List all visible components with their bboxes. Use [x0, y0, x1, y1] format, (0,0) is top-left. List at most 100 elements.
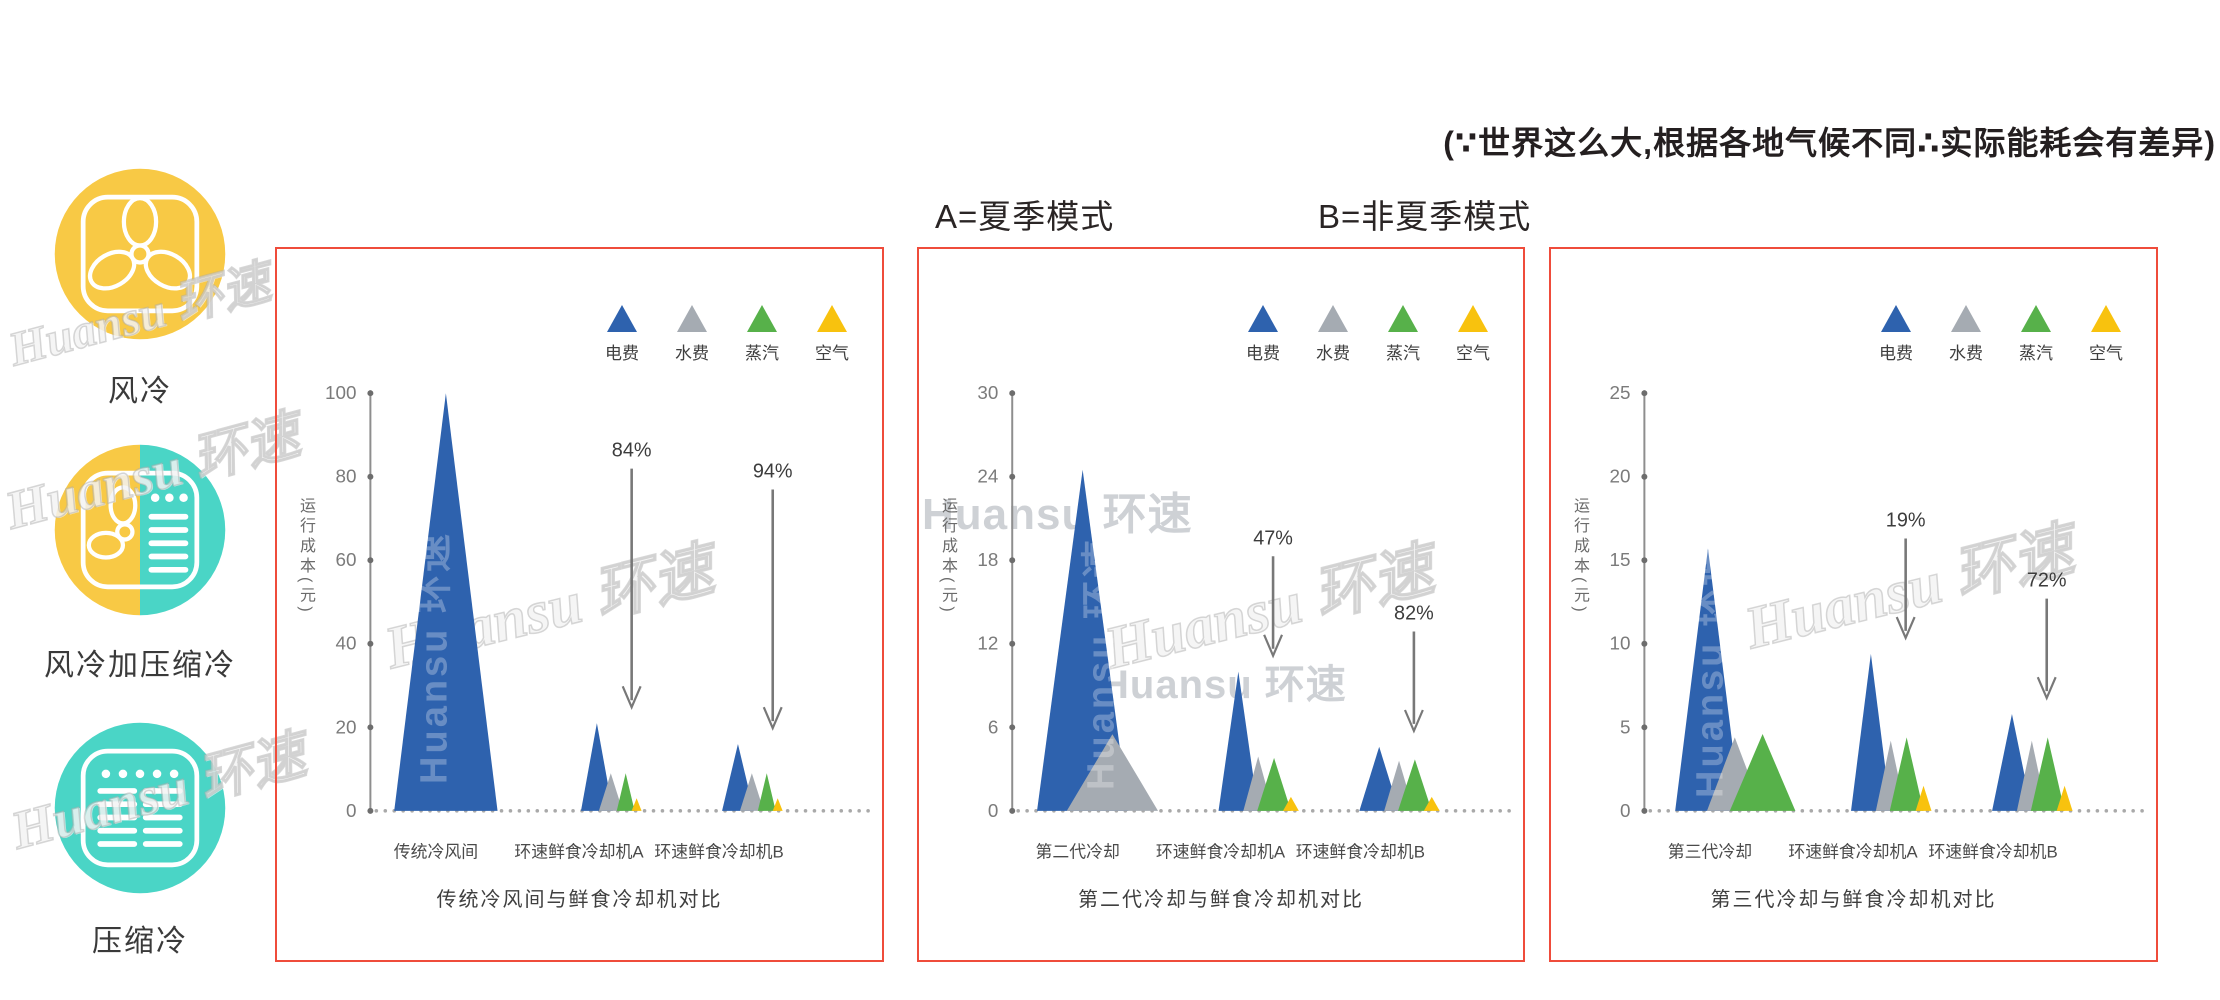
legend-item-air: 空气: [1453, 305, 1493, 364]
legend-label: 空气: [2089, 344, 2123, 363]
y-axis-tick-dot: [1009, 557, 1016, 564]
y-axis-tick-dot: [1641, 473, 1648, 480]
cost-triangle-水费: [739, 773, 764, 811]
chart-legend: 电费 水费 蒸汽 空气: [602, 305, 852, 364]
y-axis-title: 运行成本(元): [1571, 497, 1588, 616]
reduction-arrow-head: [762, 706, 783, 731]
legend-item-water: 水费: [672, 305, 712, 364]
legend-label: 蒸汽: [745, 344, 779, 363]
reduction-arrow-head: [1895, 616, 1916, 641]
legend-item-electricity: 电费: [1243, 305, 1283, 364]
mode-b-caption: B=非夏季模式: [1318, 198, 1532, 235]
y-axis-tick-label: 24: [977, 466, 998, 487]
legend-item-air: 空气: [2086, 305, 2126, 364]
cost-triangle-水费: [1066, 734, 1159, 811]
cost-chart: 0 5 10 15 20 25 第三代冷却 19% 环速鲜食冷却机A 72% 环速鲜食冷却机B: [1609, 383, 2144, 862]
climate-disclaimer-note: (∵世界这么大,根据各地气候不同∴实际能耗会有差异): [1443, 125, 2216, 161]
y-axis-tick-dot: [1641, 640, 1648, 647]
legend-label: 水费: [1949, 344, 1983, 363]
air-triangle-icon: [2091, 305, 2121, 332]
water-triangle-icon: [1951, 305, 1981, 332]
y-axis-tick-label: 5: [1620, 717, 1630, 738]
y-axis-title: 运行成本(元): [939, 497, 956, 616]
category-label: 第二代冷却: [1036, 843, 1120, 862]
sidebar-item-compression-cooling: 压缩冷: [92, 925, 188, 958]
y-axis-tick-dot: [367, 724, 374, 731]
compressor-icon: [54, 722, 226, 894]
y-axis-tick-dot: [1641, 807, 1648, 814]
fan-icon: [54, 168, 226, 340]
y-axis-tick-dot: [367, 640, 374, 647]
chart-title: 第二代冷却与鲜食冷却机对比: [1078, 889, 1364, 911]
y-axis-tick-label: 0: [1620, 801, 1630, 822]
cost-chart: 0 20 40 60 80 100 传统冷风间 84% 环速鲜食冷却机A 94% 环速鲜食冷却机B: [325, 383, 870, 862]
steam-triangle-icon: [1388, 305, 1418, 332]
cost-triangle-蒸汽: [1729, 733, 1796, 811]
y-axis-tick-label: 100: [325, 383, 356, 404]
reduction-arrow-head: [1403, 709, 1424, 734]
legend-label: 电费: [1246, 344, 1280, 363]
category-label: 环速鲜食冷却机A: [514, 843, 644, 862]
cost-triangle-空气: [631, 798, 642, 811]
legend-item-electricity: 电费: [602, 305, 642, 364]
cost-triangle-电费: [1037, 469, 1129, 811]
y-axis-tick-dot: [1641, 724, 1648, 731]
chart-legend: 电费 水费 蒸汽 空气: [1876, 305, 2126, 364]
chart-panel-gen3-vs-fresh: 电费 水费 蒸汽 空气 运行成本(元) 0 5 10 15 20 25 第三代冷却 19% 环速…: [1549, 247, 2158, 962]
y-axis-tick-label: 25: [1609, 383, 1630, 404]
y-axis-tick-label: 0: [346, 801, 356, 822]
category-label: 环速鲜食冷却机A: [1156, 843, 1286, 862]
category-label: 环速鲜食冷却机B: [1928, 843, 2057, 862]
y-axis-tick-label: 60: [335, 550, 356, 571]
cost-triangle-水费: [598, 773, 623, 811]
y-axis-tick-dot: [367, 390, 374, 397]
reduction-arrow-head: [1263, 634, 1283, 659]
y-axis-tick-label: 15: [1609, 550, 1630, 571]
cost-triangle-空气: [1423, 796, 1440, 811]
reduction-percent-label: 19%: [1886, 510, 1926, 532]
cost-triangle-空气: [1282, 796, 1299, 811]
mode-a-caption: A=夏季模式: [935, 198, 1115, 235]
legend-label: 蒸汽: [1386, 344, 1420, 363]
legend-label: 电费: [1879, 344, 1913, 363]
legend-label: 水费: [675, 344, 709, 363]
y-axis-tick-dot: [367, 807, 374, 814]
category-label: 环速鲜食冷却机B: [654, 843, 783, 862]
reduction-arrow-head: [2036, 676, 2057, 701]
sidebar-item-air-cooling: 风冷: [108, 375, 172, 408]
y-axis-tick-label: 0: [988, 800, 998, 821]
category-label: 环速鲜食冷却机A: [1788, 843, 1918, 862]
water-triangle-icon: [1318, 305, 1348, 332]
y-axis-tick-dot: [1009, 640, 1016, 647]
cost-chart: 0 6 12 18 24 30 第二代冷却 47% 环速鲜食冷却机A 82% 环速鲜食冷却机B: [977, 382, 1511, 862]
cost-triangle-电费: [1675, 548, 1741, 811]
sidebar-item-air-plus-compression-cooling: 风冷加压缩冷: [44, 649, 236, 682]
legend-item-steam: 蒸汽: [742, 305, 782, 364]
reduction-percent-label: 82%: [1394, 602, 1434, 624]
reduction-percent-label: 94%: [753, 461, 793, 483]
category-label: 传统冷风间: [394, 843, 478, 862]
electricity-triangle-icon: [1881, 305, 1911, 332]
y-axis-tick-dot: [1009, 724, 1016, 731]
reduction-percent-label: 72%: [2027, 570, 2067, 592]
reduction-percent-label: 84%: [612, 440, 652, 462]
cost-triangle-电费: [1218, 671, 1259, 811]
water-triangle-icon: [677, 305, 707, 332]
chart-legend: 电费 水费 蒸汽 空气: [1243, 305, 1493, 364]
legend-item-steam: 蒸汽: [2016, 305, 2056, 364]
y-axis-tick-label: 40: [335, 634, 356, 655]
cost-triangle-电费: [580, 723, 613, 811]
category-label: 环速鲜食冷却机B: [1296, 843, 1425, 862]
chart-panel-gen2-vs-fresh: 电费 水费 蒸汽 空气 运行成本(元) 0 6 12 18 24 30 第二代冷却 47% 环速…: [917, 247, 1525, 962]
y-axis-tick-label: 20: [1609, 467, 1630, 488]
cost-triangle-电费: [1851, 653, 1891, 811]
cost-triangle-蒸汽: [1257, 757, 1291, 811]
y-axis-tick-label: 18: [977, 549, 998, 570]
air-triangle-icon: [817, 305, 847, 332]
legend-label: 空气: [1456, 344, 1490, 363]
legend-item-steam: 蒸汽: [1383, 305, 1423, 364]
cost-triangle-蒸汽: [616, 773, 635, 811]
chart-panel-traditional-vs-fresh: 电费 水费 蒸汽 空气 运行成本(元) 0 20 40 60 80 100 传统冷风间 84%…: [275, 247, 884, 962]
legend-item-air: 空气: [812, 305, 852, 364]
cost-triangle-蒸汽: [1398, 759, 1432, 811]
